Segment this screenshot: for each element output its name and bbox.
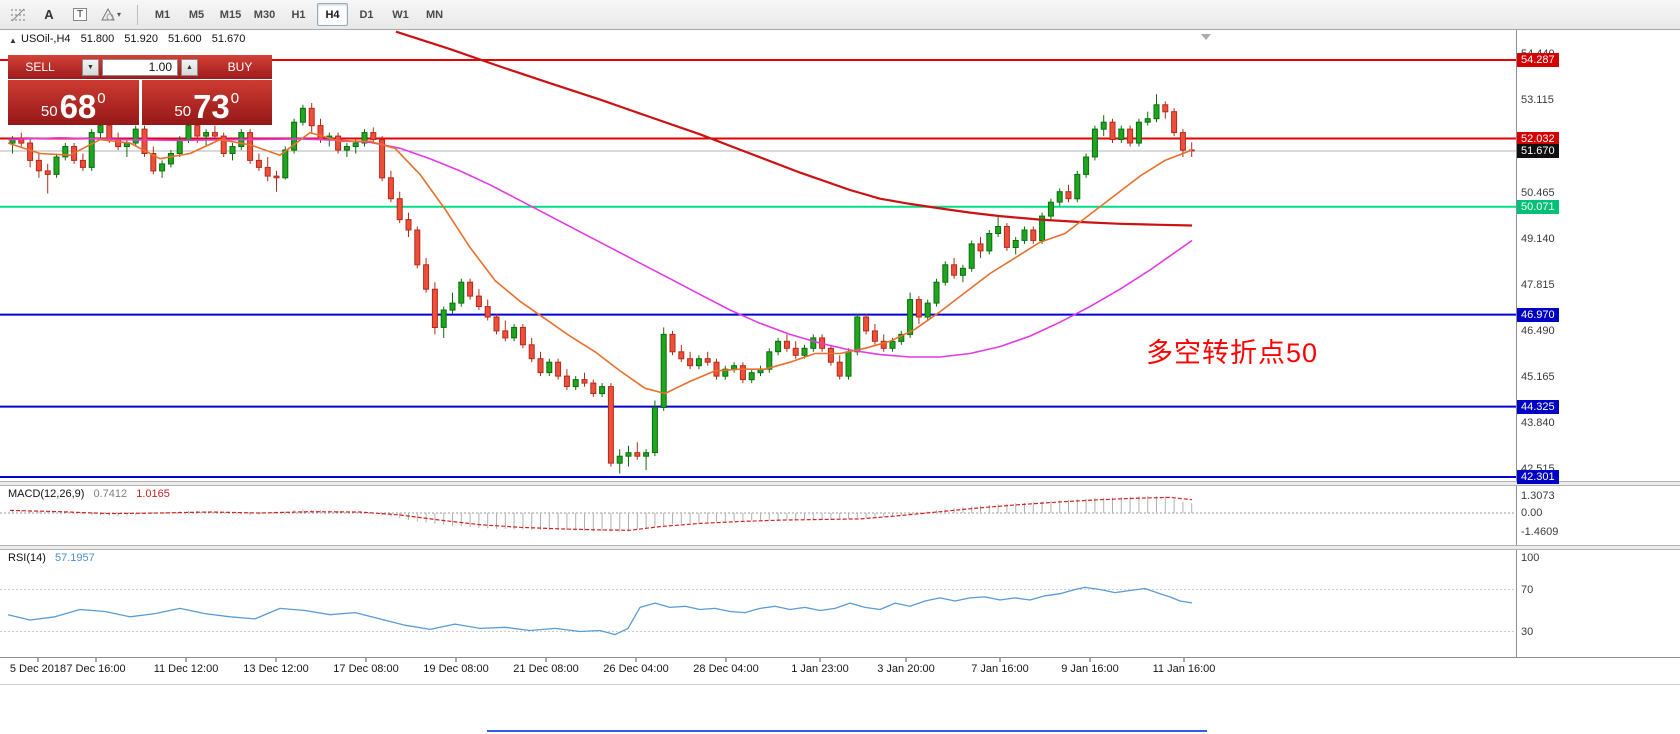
label-icon-glyph: T [72, 8, 88, 21]
chevron-down-icon: ▾ [116, 10, 121, 19]
timeframe-buttons: M1 M5 M15 M30 H1 H4 D1 W1 MN [147, 3, 453, 26]
tf-button-m30[interactable]: M30 [253, 8, 276, 21]
time-axis-label: 9 Jan 16:00 [1061, 663, 1119, 675]
shapes-dropdown-icon[interactable]: ▾ [97, 3, 125, 27]
rsi-value: 57.1957 [54, 552, 95, 564]
buy-header-button[interactable]: BUY [208, 55, 272, 79]
price-axis-label: 46.490 [1521, 324, 1555, 337]
price-badge: 46.970 [1517, 307, 1559, 322]
buy-price-prefix: 50 [174, 102, 192, 120]
time-axis-label: 19 Dec 08:00 [423, 663, 489, 675]
macd-header: MACD(12,26,9) 0.7412 1.0165 [8, 488, 170, 500]
time-axis-label: 21 Dec 08:00 [513, 663, 579, 675]
time-axis-label: 13 Dec 12:00 [243, 663, 309, 675]
time-axis-label: 1 Jan 23:00 [791, 663, 849, 675]
rsi-title: RSI(14) [8, 552, 46, 564]
ohlc-high: 51.920 [124, 33, 158, 45]
label-icon[interactable]: T [66, 3, 94, 27]
footer-blue-line [487, 730, 1207, 732]
ohlc-open: 51.800 [80, 33, 115, 45]
price-badge: 42.301 [1517, 470, 1559, 484]
rsi-header: RSI(14) 57.1957 [8, 552, 95, 564]
one-click-trading-panel: SELL ▼ 1.00 ▲ BUY 50 68 0 50 73 0 [8, 55, 272, 125]
sell-price-sup: 0 [97, 90, 106, 107]
volume-group: ▼ 1.00 ▲ [72, 55, 208, 79]
price-badge: 52.032 [1517, 131, 1559, 146]
text-icon-glyph: A [44, 7, 54, 22]
ohlc-low: 51.600 [168, 33, 202, 45]
price-axis-label: 50.465 [1521, 186, 1555, 199]
volume-increase-button[interactable]: ▲ [181, 58, 198, 76]
macd-axis-label: 1.3073 [1521, 490, 1555, 502]
price-axis-separator [1516, 30, 1517, 658]
price-axis-label: 45.165 [1521, 370, 1555, 383]
macd-title: MACD(12,26,9) [8, 488, 85, 500]
tf-button-h1[interactable]: H1 [291, 8, 306, 21]
price-badge: 50.071 [1517, 199, 1559, 214]
sell-header-button[interactable]: SELL [8, 55, 72, 79]
panel-divider[interactable] [0, 545, 1680, 550]
rsi-axis-label: 30 [1521, 625, 1534, 638]
macd-axis-label: 0.00 [1521, 507, 1543, 519]
buy-price-button[interactable]: 50 73 0 [141, 80, 272, 125]
buy-price-main: 73 [193, 87, 230, 125]
sell-price-button[interactable]: 50 68 0 [8, 80, 139, 125]
ohlc-header: USOil-,H4 51.800 51.920 51.600 51.670 [21, 33, 252, 45]
one-click-collapse-icon[interactable]: ▲ [9, 36, 17, 45]
tf-button-m15[interactable]: M15 [219, 8, 242, 21]
tf-button-d1[interactable]: D1 [359, 8, 374, 21]
price-badge: 44.325 [1517, 399, 1559, 414]
time-axis-label: 7 Dec 16:00 [66, 663, 126, 675]
text-icon[interactable]: A [35, 3, 63, 27]
ohlc-close: 51.670 [211, 33, 246, 45]
panel-divider[interactable] [0, 481, 1680, 486]
time-axis-label: 7 Jan 16:00 [971, 663, 1029, 675]
time-axis-separator [0, 657, 1680, 658]
time-axis-label: 11 Jan 16:00 [1152, 663, 1216, 675]
tf-button-m1[interactable]: M1 [154, 8, 171, 21]
price-badge: 51.670 [1517, 144, 1559, 158]
tf-button-mn[interactable]: MN [425, 8, 444, 21]
symbol-timeframe: USOil-,H4 [21, 33, 71, 45]
toolbar-separator [137, 4, 138, 25]
chart-annotation-text: 多空转折点50 [1146, 338, 1319, 368]
footer-separator [0, 684, 1680, 685]
macd-value-signal: 1.0165 [136, 488, 170, 500]
time-axis-label: 3 Jan 20:00 [877, 663, 935, 675]
time-axis-label: 26 Dec 04:00 [603, 663, 669, 675]
time-axis-label: 11 Dec 12:00 [153, 663, 219, 675]
top-toolbar: A T ▾ M1 M5 M15 M30 H1 H4 D1 W1 MN [0, 0, 1680, 30]
tf-button-w1[interactable]: W1 [392, 8, 409, 21]
time-axis-label: 5 Dec 2018 [9, 663, 67, 675]
macd-value-main: 0.7412 [93, 488, 128, 500]
price-badge: 54.287 [1517, 53, 1559, 67]
price-axis-label: 53.115 [1521, 94, 1554, 107]
price-axis-label: 49.140 [1521, 232, 1555, 245]
sell-price-prefix: 50 [40, 102, 58, 120]
tf-button-m5[interactable]: M5 [188, 8, 205, 21]
caret-down-icon: ▼ [87, 63, 94, 71]
rsi-axis-label: 70 [1521, 583, 1534, 596]
volume-decrease-button[interactable]: ▼ [82, 58, 99, 76]
rsi-axis-label: 100 [1521, 552, 1540, 564]
volume-input[interactable]: 1.00 [102, 58, 178, 76]
chart-end-marker-icon[interactable] [1201, 34, 1211, 40]
time-axis-label: 17 Dec 08:00 [333, 663, 399, 675]
price-axis-label: 47.815 [1521, 278, 1555, 291]
price-axis-label: 43.840 [1521, 417, 1555, 429]
tf-button-h4[interactable]: H4 [317, 3, 348, 26]
macd-axis-label: -1.4609 [1521, 526, 1559, 538]
caret-up-icon: ▲ [186, 63, 193, 71]
sell-price-main: 68 [59, 87, 97, 125]
time-axis-label: 28 Dec 04:00 [693, 663, 759, 675]
fibonacci-icon[interactable] [4, 3, 32, 27]
buy-price-sup: 0 [230, 90, 240, 107]
